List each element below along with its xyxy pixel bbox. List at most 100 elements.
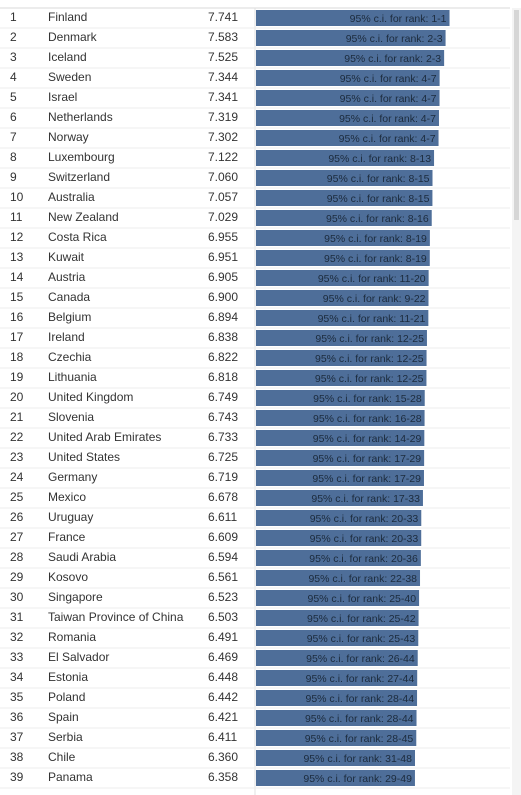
score: 7.344: [208, 70, 238, 84]
rank: 17: [10, 330, 24, 344]
bar: [256, 590, 420, 606]
country: Kosovo: [48, 570, 88, 584]
bar-label: 95% c.i. for rank: 4-7: [340, 73, 437, 85]
bar-label: 95% c.i. for rank: 20-33: [310, 533, 419, 545]
rank: 1: [10, 10, 17, 24]
scroll-thumb[interactable]: [514, 10, 519, 220]
rank: 11: [10, 210, 23, 224]
bar: [256, 270, 429, 286]
score: 6.749: [208, 390, 238, 404]
score: 6.609: [208, 530, 238, 544]
bar: [256, 370, 427, 386]
bar-label: 95% c.i. for rank: 12-25: [315, 373, 424, 385]
country: Austria: [48, 270, 86, 284]
rank: 38: [10, 750, 24, 764]
bar: [256, 70, 440, 86]
country: Iceland: [48, 50, 87, 64]
bar: [256, 390, 425, 406]
country: Panama: [48, 770, 93, 784]
bar-label: 95% c.i. for rank: 4-7: [339, 113, 436, 125]
country: Kuwait: [48, 250, 85, 264]
rank: 26: [10, 510, 24, 524]
bar-label: 95% c.i. for rank: 4-7: [340, 93, 437, 105]
score: 6.678: [208, 490, 238, 504]
rank: 36: [10, 710, 24, 724]
bar-label: 95% c.i. for rank: 17-29: [313, 453, 422, 465]
bar: [256, 510, 422, 526]
bar-label: 95% c.i. for rank: 12-25: [315, 333, 424, 345]
bar: [256, 650, 418, 666]
rank: 37: [10, 730, 24, 744]
country: New Zealand: [48, 210, 119, 224]
score: 6.523: [208, 590, 238, 604]
bar-label: 95% c.i. for rank: 2-3: [344, 53, 441, 65]
rank: 9: [10, 170, 17, 184]
rank: 7: [10, 130, 17, 144]
country: Singapore: [48, 590, 103, 604]
country: Israel: [48, 90, 77, 104]
bar: [256, 730, 417, 746]
score: 6.905: [208, 270, 238, 284]
country: Netherlands: [48, 110, 113, 124]
country: Chile: [48, 750, 76, 764]
bar-label: 95% c.i. for rank: 12-25: [315, 353, 424, 365]
rank: 33: [10, 650, 24, 664]
country: Slovenia: [48, 410, 94, 424]
bar-label: 95% c.i. for rank: 1-1: [350, 13, 447, 25]
bar: [256, 490, 423, 506]
rank: 34: [10, 670, 24, 684]
rank: 16: [10, 310, 24, 324]
score: 6.733: [208, 430, 238, 444]
country: Australia: [48, 190, 95, 204]
country: Mexico: [48, 490, 86, 504]
bar-label: 95% c.i. for rank: 16-28: [313, 413, 422, 425]
bar: [256, 470, 424, 486]
bar-label: 95% c.i. for rank: 28-44: [305, 713, 414, 725]
bar-label: 95% c.i. for rank: 31-48: [303, 753, 412, 765]
score: 7.057: [208, 190, 238, 204]
bar: [256, 250, 430, 266]
country: El Salvador: [48, 650, 109, 664]
country: Estonia: [48, 670, 88, 684]
rank: 25: [10, 490, 24, 504]
country: Luxembourg: [48, 150, 115, 164]
bar: [256, 630, 419, 646]
rank: 24: [10, 470, 24, 484]
rank: 31: [10, 610, 24, 624]
bar: [256, 130, 439, 146]
score: 6.561: [208, 570, 238, 584]
country: Belgium: [48, 310, 91, 324]
bar: [256, 750, 415, 766]
bar-label: 95% c.i. for rank: 8-16: [326, 213, 429, 225]
bar-label: 95% c.i. for rank: 11-21: [318, 313, 426, 325]
score: 7.583: [208, 30, 238, 44]
bar-label: 95% c.i. for rank: 29-49: [303, 773, 412, 785]
bar-label: 95% c.i. for rank: 25-40: [308, 593, 417, 605]
rank: 10: [10, 190, 24, 204]
country: Sweden: [48, 70, 91, 84]
score: 6.725: [208, 450, 238, 464]
bar: [256, 110, 439, 126]
score: 6.594: [208, 550, 238, 564]
bar: [256, 90, 440, 106]
bar: [256, 670, 418, 686]
rank: 19: [10, 370, 24, 384]
rank: 12: [10, 230, 24, 244]
bar-label: 95% c.i. for rank: 2-3: [346, 33, 443, 45]
rank: 14: [10, 270, 24, 284]
bar-label: 95% c.i. for rank: 20-36: [309, 553, 418, 565]
bar: [256, 210, 432, 226]
score: 7.060: [208, 170, 238, 184]
score: 6.955: [208, 230, 238, 244]
country: Taiwan Province of China: [48, 610, 184, 624]
rank: 15: [10, 290, 24, 304]
score: 6.719: [208, 470, 238, 484]
bar: [256, 310, 429, 326]
bar: [256, 350, 427, 366]
score: 6.411: [208, 730, 237, 744]
bar: [256, 530, 422, 546]
bar: [256, 550, 421, 566]
scrollbar[interactable]: [512, 8, 521, 795]
bar: [256, 610, 419, 626]
